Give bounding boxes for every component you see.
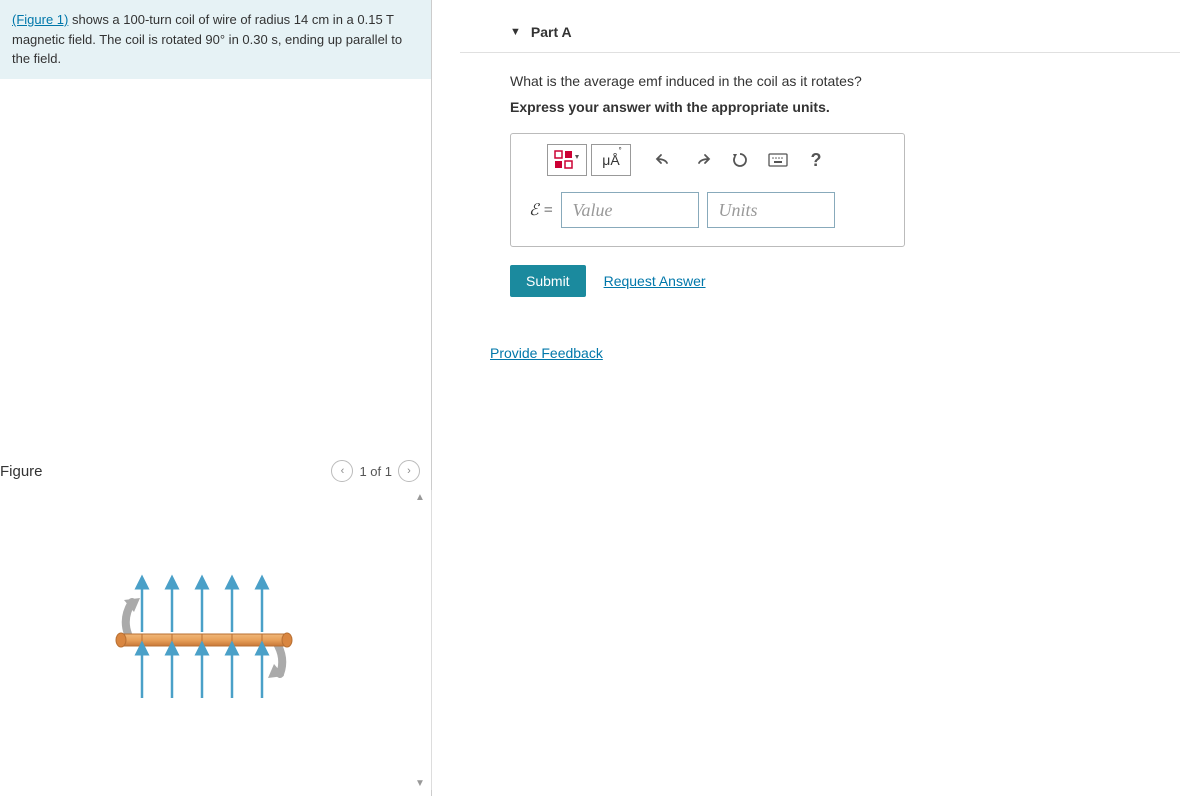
left-panel: (Figure 1) shows a 100-turn coil of wire… <box>0 0 432 796</box>
templates-button[interactable] <box>547 144 587 176</box>
input-row: ℰ = Value Units <box>511 186 904 246</box>
answer-box: μÅ° ? ℰ = <box>510 133 905 247</box>
figure-prev-button[interactable]: ‹ <box>331 460 353 482</box>
figure-title: Figure <box>0 463 43 480</box>
redo-button[interactable] <box>685 146 719 174</box>
epsilon-label: ℰ = <box>529 200 553 220</box>
scroll-up-icon[interactable]: ▲ <box>413 490 427 504</box>
scroll-down-icon[interactable]: ▼ <box>413 776 427 790</box>
figure-nav: ‹ 1 of 1 › <box>331 460 420 482</box>
problem-text: shows a 100-turn coil of wire of radius … <box>12 12 402 66</box>
actions-row: Submit Request Answer <box>510 265 1180 297</box>
part-title: Part A <box>531 24 572 40</box>
feedback-row: Provide Feedback <box>490 345 1180 361</box>
part-header: ▼ Part A <box>460 0 1180 53</box>
figure-body: ▲ ▼ <box>0 490 432 790</box>
question-text: What is the average emf induced in the c… <box>510 73 1180 89</box>
instruction-text: Express your answer with the appropriate… <box>510 99 1180 115</box>
request-answer-link[interactable]: Request Answer <box>604 273 706 289</box>
value-input[interactable]: Value <box>561 192 699 228</box>
undo-button[interactable] <box>647 146 681 174</box>
figure-link[interactable]: (Figure 1) <box>12 12 68 27</box>
figure-scrollbar[interactable]: ▲ ▼ <box>413 490 429 790</box>
units-picker-button[interactable]: μÅ° <box>591 144 631 176</box>
reset-button[interactable] <box>723 146 757 174</box>
problem-statement: (Figure 1) shows a 100-turn coil of wire… <box>0 0 431 79</box>
keyboard-button[interactable] <box>761 146 795 174</box>
part-body: What is the average emf induced in the c… <box>460 73 1180 361</box>
answer-toolbar: μÅ° ? <box>511 134 904 186</box>
figure-next-button[interactable]: › <box>398 460 420 482</box>
figure-header: Figure ‹ 1 of 1 › <box>0 460 432 490</box>
figure-section: Figure ‹ 1 of 1 › ▲ ▼ <box>0 460 432 790</box>
figure-counter: 1 of 1 <box>359 464 392 479</box>
collapse-icon[interactable]: ▼ <box>510 26 521 38</box>
submit-button[interactable]: Submit <box>510 265 586 297</box>
provide-feedback-link[interactable]: Provide Feedback <box>490 345 603 361</box>
help-button[interactable]: ? <box>799 146 833 174</box>
figure-image <box>0 490 431 773</box>
right-panel: ▼ Part A What is the average emf induced… <box>460 0 1180 361</box>
units-input[interactable]: Units <box>707 192 835 228</box>
